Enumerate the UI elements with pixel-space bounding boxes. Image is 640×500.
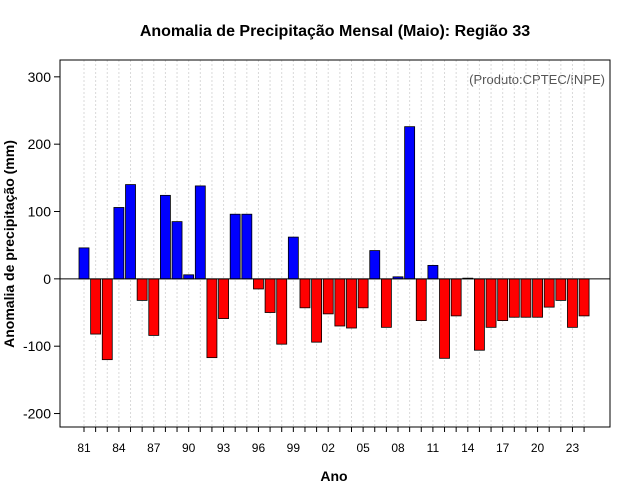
bar-2016 [485, 278, 497, 328]
bar-1995 [241, 213, 253, 280]
y-tick-label: -200 [23, 406, 51, 422]
bar-2012 [439, 278, 450, 359]
bar-2010 [415, 278, 427, 322]
bar-2017 [497, 278, 509, 322]
bar-1981 [78, 247, 90, 280]
bar-2019 [520, 278, 532, 318]
bar-1996 [253, 278, 264, 290]
bar-1988 [160, 194, 171, 280]
y-axis: -200 -100 0 100 200 300 [23, 69, 60, 422]
y-tick-label: 200 [28, 136, 52, 152]
bar-2023 [567, 278, 578, 328]
x-tick-label: 81 [77, 441, 91, 455]
bar-1998 [276, 278, 288, 345]
x-tick-label: 96 [252, 441, 266, 455]
bar-2015 [474, 278, 485, 351]
x-tick-label: 23 [566, 441, 580, 455]
bar-1989 [171, 221, 183, 280]
chart-title: Anomalia de Precipitação Mensal (Maio): … [140, 23, 530, 40]
bar-2004 [346, 278, 357, 329]
x-axis: 81 84 87 90 93 96 99 02 05 08 11 14 17 20 23 [77, 427, 585, 455]
bar-2022 [555, 278, 567, 301]
x-tick-label: 08 [391, 441, 405, 455]
x-tick-label: 87 [147, 441, 161, 455]
plot-frame [59, 59, 611, 428]
bar-1994 [229, 213, 241, 280]
x-tick-label: 90 [182, 441, 196, 455]
x-axis-label: Ano [320, 468, 347, 484]
x-tick-label: 14 [461, 441, 475, 455]
x-tick-label: 20 [531, 441, 545, 455]
bar-1992 [206, 278, 218, 359]
bars [78, 126, 590, 361]
bar-2020 [532, 278, 543, 318]
bar-1985 [125, 184, 136, 280]
y-tick-label: 300 [28, 69, 52, 85]
bar-1997 [264, 278, 276, 313]
bar-1987 [148, 278, 160, 336]
bar-2018 [508, 278, 520, 318]
bar-2005 [357, 278, 369, 309]
y-axis-label: Anomalia de precipitação (mm) [1, 140, 17, 348]
bar-2009 [404, 126, 416, 280]
x-tick-label: 84 [112, 441, 126, 455]
bar-1984 [113, 207, 125, 280]
y-tick-label: 100 [28, 204, 52, 220]
bar-2000 [299, 278, 311, 309]
x-tick-label: 05 [356, 441, 370, 455]
bar-2001 [311, 278, 323, 343]
y-tick-label: 0 [43, 271, 51, 287]
y-tick-label: -100 [23, 338, 51, 354]
x-tick-label: 02 [322, 441, 336, 455]
bar-1990 [183, 274, 195, 280]
bar-2024 [578, 278, 590, 317]
bar-2002 [322, 278, 334, 315]
grid [83, 60, 585, 427]
bar-1991 [194, 185, 206, 280]
x-tick-label: 11 [427, 441, 440, 455]
credit-text: (Produto:CPTEC/INPE) [469, 72, 605, 87]
bar-2006 [369, 250, 381, 280]
x-tick-label: 93 [217, 441, 231, 455]
bar-2007 [380, 278, 392, 328]
x-tick-label: 99 [287, 441, 301, 455]
bar-2021 [543, 278, 555, 308]
bar-2011 [427, 264, 439, 280]
bar-1982 [90, 278, 102, 335]
bar-1993 [218, 278, 229, 319]
bar-1999 [287, 236, 299, 280]
bar-2013 [450, 278, 462, 317]
bar-1986 [136, 278, 148, 301]
bar-2003 [334, 278, 346, 327]
x-tick-label: 17 [496, 441, 510, 455]
bar-1983 [101, 278, 113, 361]
